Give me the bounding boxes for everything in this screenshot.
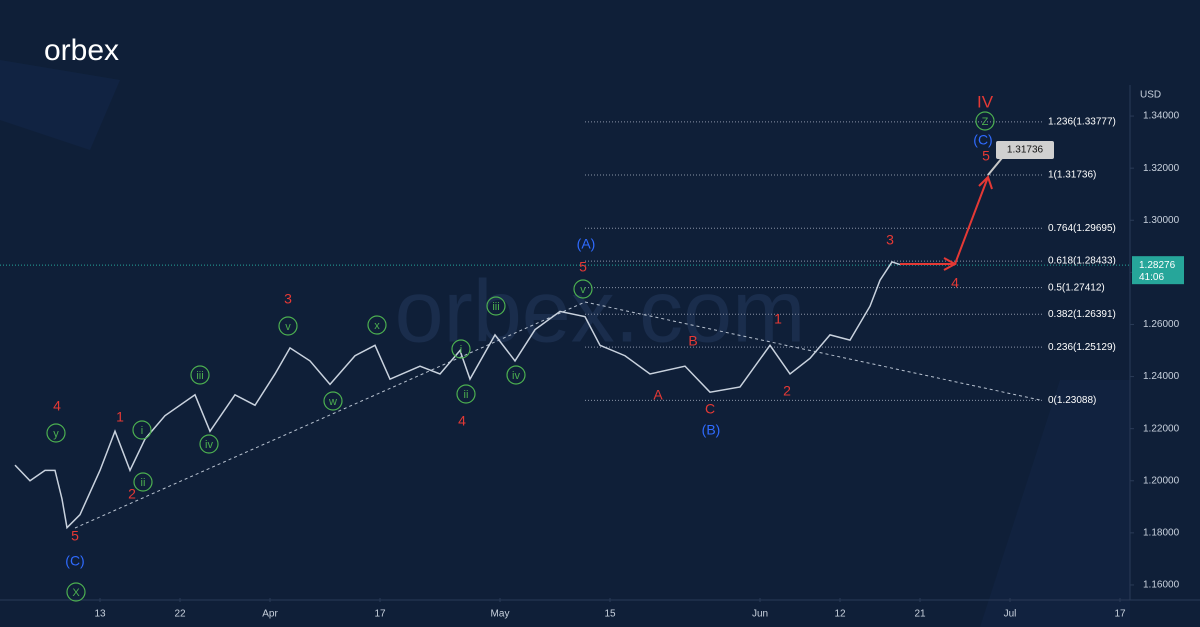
wave-circle — [456, 384, 476, 404]
decor — [980, 380, 1130, 627]
wave-label: (C) — [65, 553, 84, 569]
wave-label: (B) — [702, 422, 721, 438]
wave-circle — [506, 365, 526, 385]
wave-circle — [190, 365, 210, 385]
target-label: 1.31736 — [1007, 145, 1044, 156]
wave-label-circled: x — [374, 320, 380, 332]
y-tick-label: 1.20000 — [1143, 475, 1180, 486]
arrow-head — [943, 257, 958, 271]
wave-label-circled: ii — [141, 477, 146, 489]
fib-label: 0.618(1.28433) — [1048, 256, 1116, 267]
wave-label: (C) — [973, 132, 992, 148]
price-tag-countdown: 41:06 — [1139, 272, 1164, 283]
wave-label: C — [705, 401, 715, 417]
price-tag-label: 1.28276 — [1139, 260, 1176, 271]
wave-circle — [46, 423, 66, 443]
wave-label: 1 — [774, 311, 782, 327]
wave-circle — [367, 315, 387, 335]
decor — [0, 60, 120, 150]
x-tick-label: 15 — [604, 609, 616, 620]
price-tag — [1132, 256, 1184, 285]
fib-label: 0(1.23088) — [1048, 395, 1096, 406]
wave-label: B — [688, 333, 697, 349]
wave-label-circled: iii — [492, 301, 499, 313]
wave-circle — [323, 391, 343, 411]
wave-label: 5 — [982, 148, 990, 164]
wave-label: (A) — [577, 236, 596, 252]
price-line — [14, 261, 901, 530]
wave-circle — [975, 111, 995, 131]
x-tick-label: 13 — [94, 609, 106, 620]
logo: orbex — [44, 34, 119, 67]
x-tick-label: 12 — [834, 609, 846, 620]
y-tick-label: 1.26000 — [1143, 319, 1180, 330]
wave-label-circled: iv — [205, 439, 213, 451]
wave-circle — [486, 296, 506, 316]
y-tick-label: 1.22000 — [1143, 423, 1180, 434]
y-tick-label: 1.30000 — [1143, 215, 1180, 226]
y-tick-label: 1.24000 — [1143, 371, 1180, 382]
wave-circle — [451, 339, 471, 359]
x-tick-label: 22 — [174, 609, 186, 620]
y-unit: USD — [1140, 90, 1161, 101]
x-tick-label: Apr — [262, 609, 278, 620]
wave-label: 2 — [128, 486, 136, 502]
x-tick-label: Jul — [1004, 609, 1017, 620]
wave-label: 5 — [579, 259, 587, 275]
fib-label: 0.764(1.29695) — [1048, 223, 1116, 234]
wave-label: 4 — [951, 275, 959, 291]
y-tick-label: 1.16000 — [1143, 580, 1180, 591]
x-tick-label: 21 — [914, 609, 926, 620]
wave-label-circled: v — [285, 321, 291, 333]
arrow-head — [978, 175, 993, 190]
fib-label: 1.236(1.33777) — [1048, 117, 1116, 128]
y-tick-label: 1.32000 — [1143, 163, 1180, 174]
target-box — [996, 141, 1054, 159]
wave-circle — [132, 420, 152, 440]
x-tick-label: 17 — [1114, 609, 1126, 620]
wave-label: 2 — [783, 383, 791, 399]
wave-label: A — [653, 387, 663, 403]
wave-label: 5 — [71, 528, 79, 544]
wave-label: 4 — [53, 398, 61, 414]
wave-label: 1 — [116, 409, 124, 425]
trend-line — [74, 301, 586, 529]
wave-label-circled: iii — [196, 370, 203, 382]
wave-circle — [199, 434, 219, 454]
wave-circle — [133, 472, 153, 492]
plot: 1.16000 1.18000 1.20000 1.22000 1.24000 1.260… — [0, 92, 1184, 620]
wave-label-circled: iv — [512, 370, 520, 382]
x-tick-label: May — [491, 609, 510, 620]
wave-label: 3 — [284, 291, 292, 307]
fib-label: 0.5(1.27412) — [1048, 282, 1105, 293]
wave-label-circled: w — [328, 396, 337, 408]
wave-circle — [278, 316, 298, 336]
wave-label-circled: v — [580, 284, 586, 296]
wave-circle — [66, 582, 86, 602]
wave-label-circled: ii — [464, 389, 469, 401]
wave-label: 3 — [886, 232, 894, 248]
wave-label: 4 — [458, 413, 466, 429]
y-tick-label: 1.34000 — [1143, 111, 1180, 122]
y-tick-label: 1.18000 — [1143, 528, 1180, 539]
wave-label-circled: i — [460, 344, 462, 356]
wave-label: IV — [977, 92, 994, 111]
wave-label-circled: y — [53, 428, 59, 440]
fib-label: 0.382(1.26391) — [1048, 309, 1116, 320]
wave-label-circled: Z — [982, 116, 989, 128]
target-pointer — [987, 157, 1003, 176]
fib-label: 1(1.31736) — [1048, 170, 1096, 181]
wave-label-circled: i — [141, 425, 143, 437]
wave-circle — [573, 279, 593, 299]
wave-label-circled: X — [72, 587, 80, 599]
x-tick-label: 17 — [374, 609, 386, 620]
fib-label: 0.236(1.25129) — [1048, 342, 1116, 353]
x-tick-label: Jun — [752, 609, 768, 620]
